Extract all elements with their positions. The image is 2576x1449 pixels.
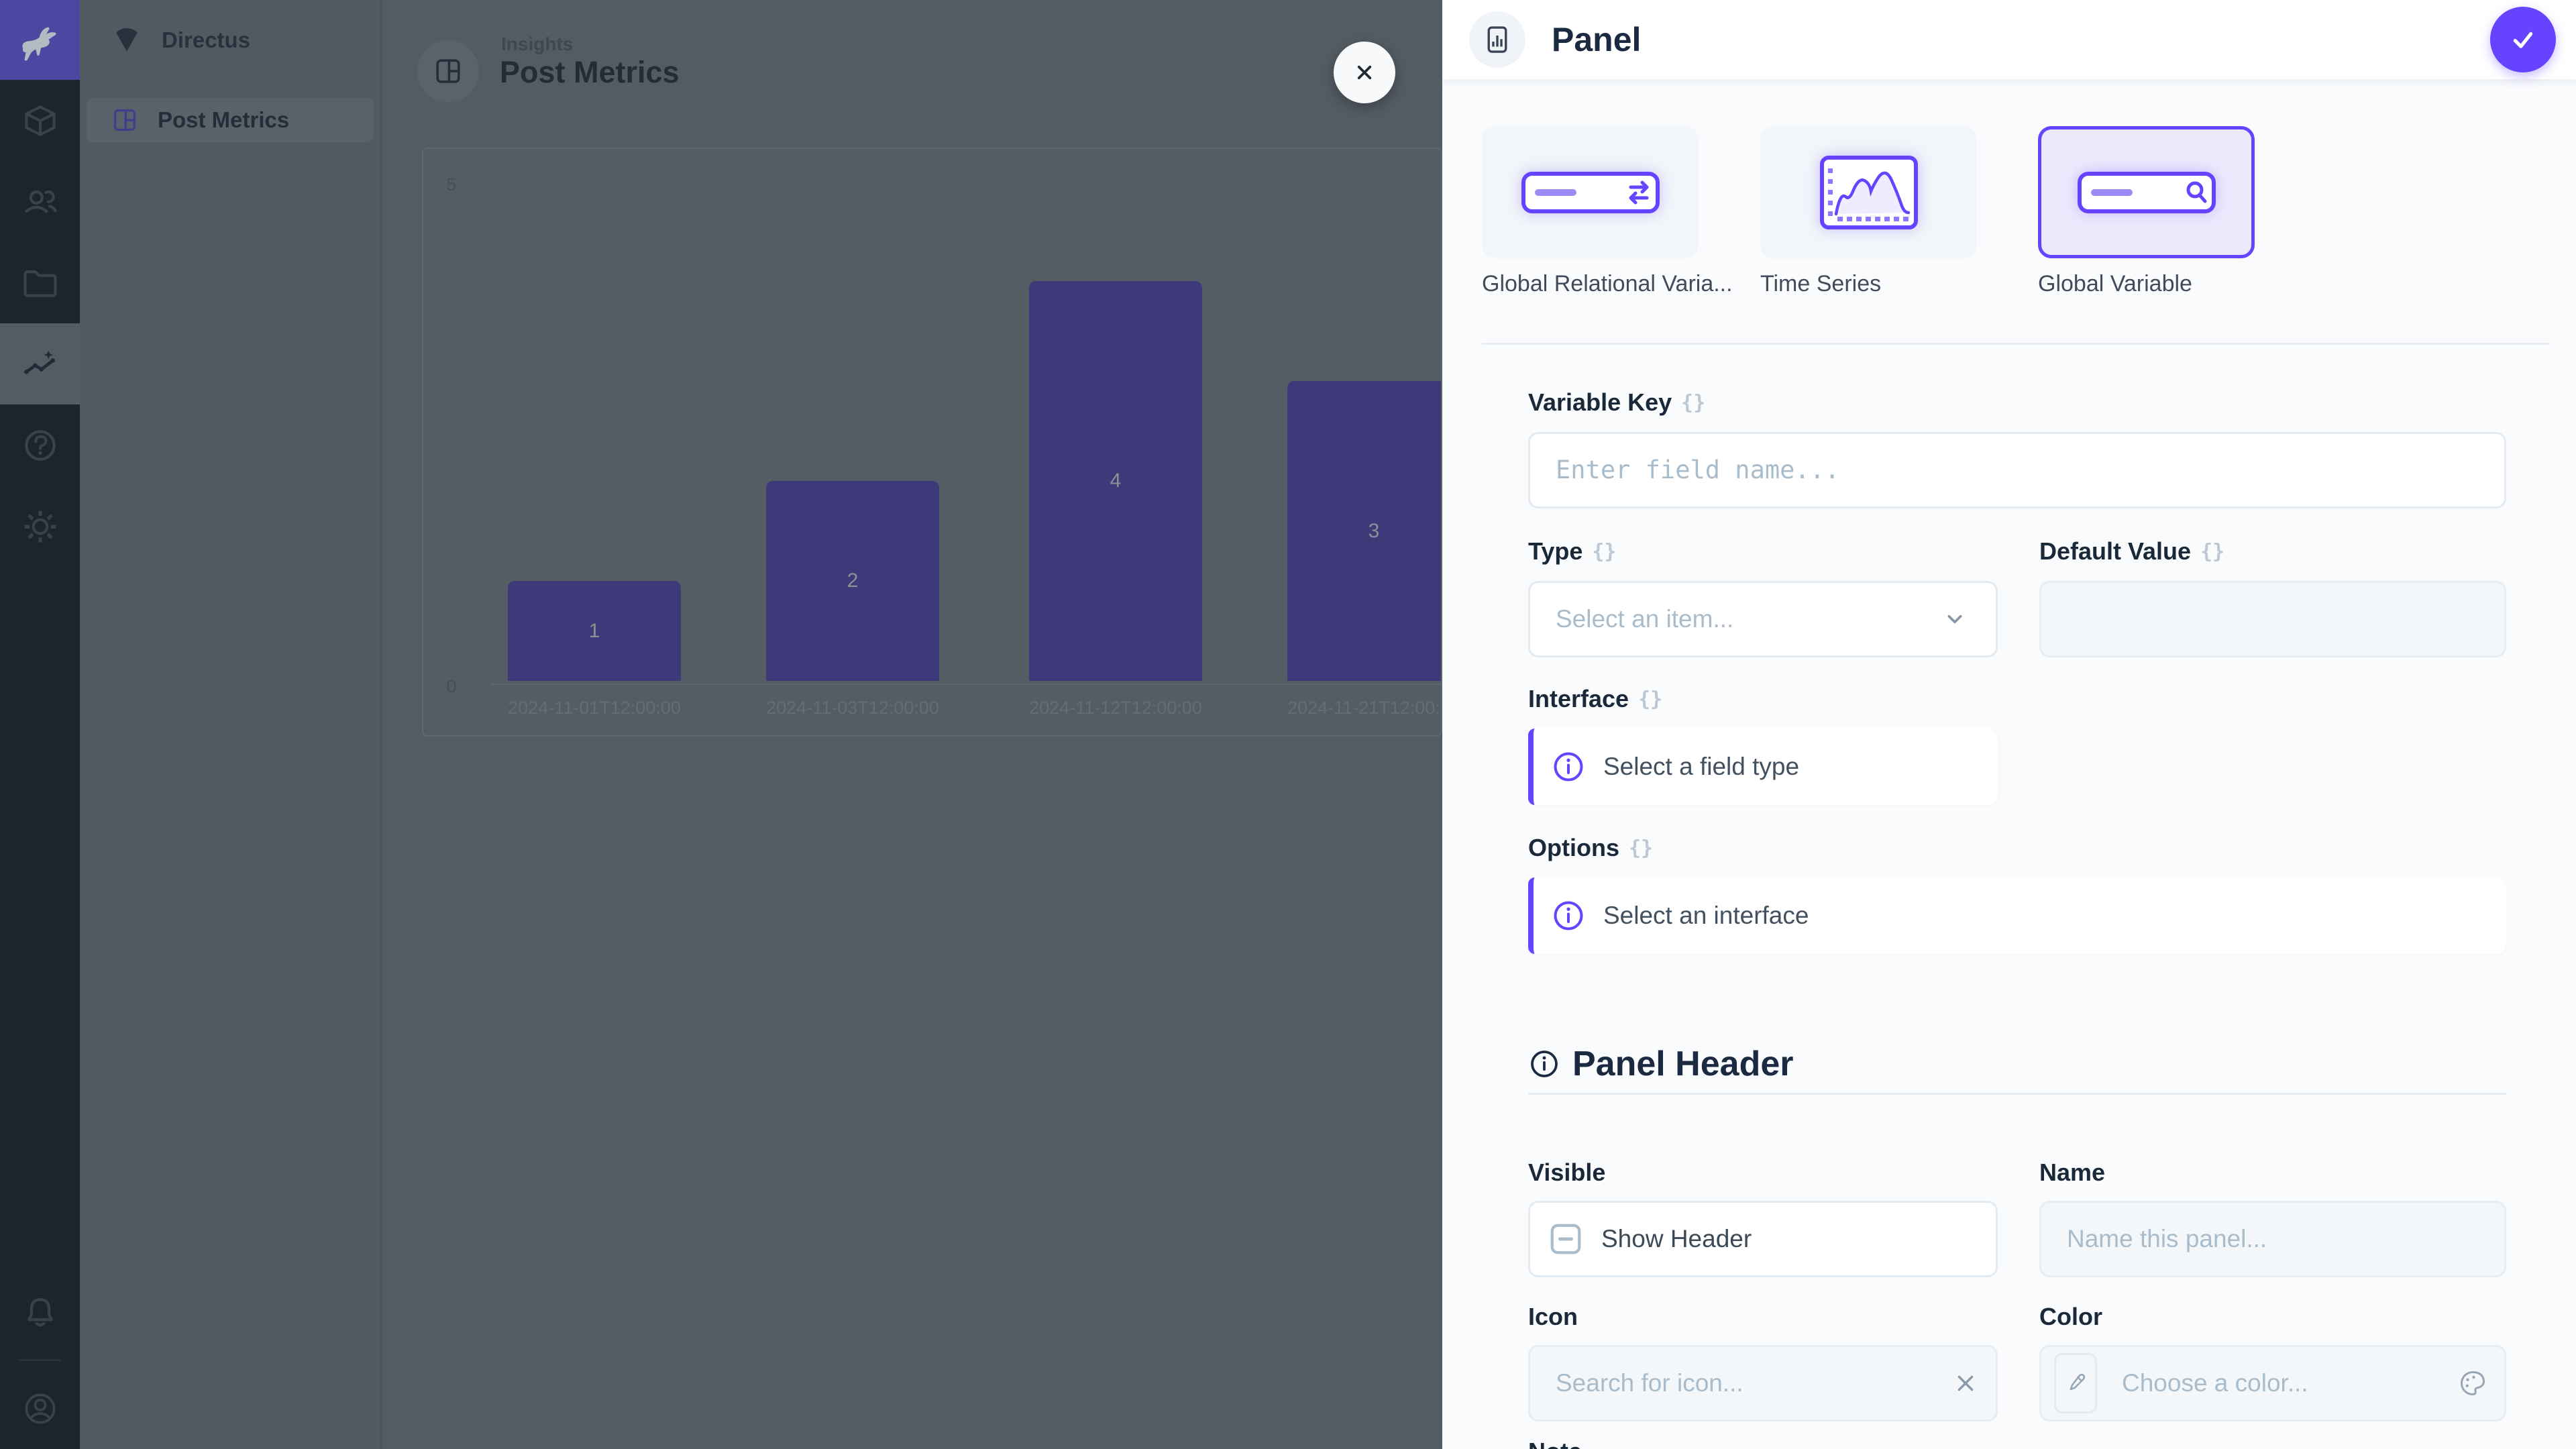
info-icon (1531, 1051, 1558, 1077)
visible-label: Visible (1528, 1159, 1606, 1186)
sidebar-item-label: Post Metrics (158, 107, 290, 132)
panel-type-global-variable[interactable] (2038, 126, 2255, 258)
project-icon (116, 28, 138, 51)
x-axis-label: 2024-11-12T12:00:00 (1029, 698, 1202, 718)
sidebar-item-post-metrics[interactable]: Post Metrics (87, 98, 374, 142)
project-name: Directus (162, 27, 251, 52)
project-switcher[interactable]: Directus (80, 0, 380, 80)
info-icon (1554, 752, 1583, 782)
x-axis-label: 2024-11-21T12:00:00 (1287, 698, 1441, 718)
options-notice: Select an interface (1528, 877, 2506, 954)
icon-label: Icon (1528, 1303, 1578, 1330)
navigation-panel: Directus Post Metrics (80, 0, 382, 1449)
bar-value: 3 (1368, 519, 1380, 542)
user-avatar-icon[interactable] (0, 1368, 80, 1449)
panel-type-global-relational-variable[interactable] (1482, 126, 1699, 258)
x-axis-label: 2024-11-01T12:00:00 (508, 698, 681, 718)
notifications-bell-icon[interactable] (0, 1271, 80, 1352)
directus-logo[interactable] (0, 0, 80, 80)
checkbox-indeterminate-icon (1550, 1224, 1581, 1254)
main-content: Insights Post Metrics 5 0 1 2 4 3 2024-1… (383, 0, 1442, 1449)
section-divider (1528, 1093, 2506, 1095)
breadcrumb[interactable]: Insights (501, 34, 574, 54)
panel-type-label: Global Variable (2038, 271, 2192, 297)
section-divider (1482, 343, 2549, 345)
x-axis-label: 2024-11-03T12:00:00 (766, 698, 939, 718)
raw-value-toggle-icon[interactable]: {} (1628, 836, 1654, 860)
bar-value: 1 (588, 619, 600, 642)
bar-chart-panel[interactable]: 5 0 1 2 4 3 2024-11-01T12:00:00 2024-11-… (422, 148, 1442, 737)
interface-label: Interface {} (1528, 685, 1663, 712)
raw-value-toggle-icon[interactable]: {} (1681, 390, 1706, 415)
panel-header-heading: Panel Header (1528, 1044, 1794, 1084)
variable-key-label: Variable Key {} (1528, 388, 1706, 416)
palette-icon[interactable] (2457, 1367, 2489, 1399)
panel-type-label: Global Relational Varia... (1482, 271, 1733, 297)
eyedropper-button[interactable] (2054, 1353, 2097, 1413)
type-label: Type {} (1528, 537, 1617, 565)
save-button[interactable] (2490, 7, 2556, 72)
settings-module-icon[interactable] (0, 486, 80, 567)
bar-2024-11-03: 2 (766, 481, 939, 681)
drawer-header: Panel (1442, 0, 2576, 79)
insights-module-icon[interactable] (0, 323, 80, 405)
clear-icon[interactable] (1951, 1368, 1980, 1398)
page-title: Post Metrics (500, 55, 680, 89)
insert-chart-icon (1469, 11, 1525, 68)
raw-value-toggle-icon[interactable]: {} (2200, 539, 2225, 564)
dashboard-icon (113, 109, 136, 131)
bar-2024-11-21: 3 (1287, 381, 1441, 681)
y-axis-tick-max: 5 (446, 174, 457, 195)
raw-value-toggle-icon[interactable]: {} (1592, 539, 1617, 564)
variable-key-input[interactable] (1528, 432, 2506, 508)
content-module-icon[interactable] (0, 80, 80, 161)
note-label: Note (1528, 1437, 1582, 1449)
module-bar (0, 0, 80, 1449)
close-drawer-button[interactable] (1334, 42, 1395, 103)
default-value-label: Default Value {} (2039, 537, 2225, 565)
icon-search-input[interactable] (1528, 1345, 1998, 1421)
close-icon (1357, 65, 1372, 80)
color-input[interactable] (2039, 1345, 2506, 1421)
y-axis-tick-min: 0 (446, 676, 457, 696)
bar-2024-11-12: 4 (1029, 281, 1202, 681)
check-icon (2513, 32, 2533, 48)
options-label: Options {} (1528, 834, 1654, 861)
show-header-checkbox[interactable]: Show Header (1528, 1201, 1998, 1277)
dashboard-header-icon[interactable] (417, 40, 479, 102)
drawer-title: Panel (1552, 21, 1642, 58)
info-icon (1554, 901, 1583, 930)
help-module-icon[interactable] (0, 405, 80, 486)
files-module-icon[interactable] (0, 242, 80, 323)
bar-value: 4 (1110, 470, 1122, 492)
default-value-input[interactable] (2039, 581, 2506, 657)
color-label: Color (2039, 1303, 2102, 1330)
bar-value: 2 (847, 570, 859, 592)
panel-type-time-series[interactable] (1760, 126, 1977, 258)
name-label: Name (2039, 1159, 2106, 1186)
panel-drawer: Panel Global Relationa (1442, 0, 2576, 1449)
x-axis-line (490, 684, 1441, 685)
module-bar-divider (19, 1359, 61, 1361)
bar-2024-11-01: 1 (508, 581, 681, 681)
panel-type-label: Time Series (1760, 271, 1882, 297)
interface-notice: Select a field type (1528, 729, 1998, 805)
type-select[interactable]: Select an item... (1528, 581, 1998, 657)
eyedropper-icon (2070, 1373, 2086, 1391)
users-module-icon[interactable] (0, 161, 80, 242)
raw-value-toggle-icon[interactable]: {} (1638, 687, 1663, 711)
chevron-down-icon (1947, 614, 1962, 624)
panel-name-input[interactable] (2039, 1201, 2506, 1277)
